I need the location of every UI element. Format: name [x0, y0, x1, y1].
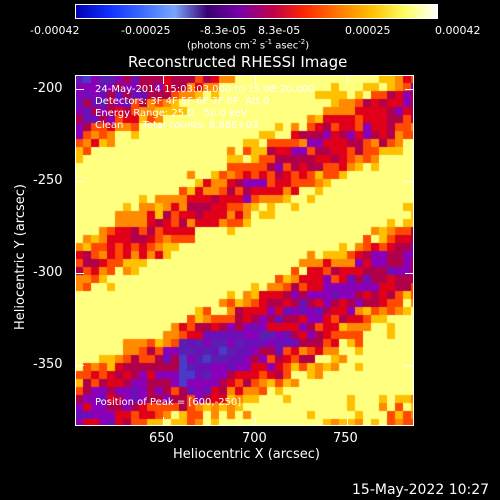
- y-tick-label: -300: [33, 265, 63, 280]
- plot-timestamp: 15-May-2022 10:27: [352, 482, 490, 498]
- y-tick-label: -350: [33, 357, 63, 372]
- peak-position: Position of Peak = [600,-250]: [95, 397, 242, 408]
- colorbar-tick: -0.00025: [121, 24, 171, 37]
- x-tick-label: 650: [149, 431, 174, 446]
- info-clean-counts: Clean Total counts: 8.88E+03: [95, 120, 259, 131]
- colorbar-tick: 8.3e-05: [258, 24, 301, 37]
- info-energy-range: Energy Range: 25.0 - 50.0 keV: [95, 108, 248, 119]
- info-time-range: 24-May-2014 15:03:03.000 to 15:08:20.000: [95, 84, 315, 95]
- y-tick-label: -250: [33, 173, 63, 188]
- colorbar-tick: -0.00042: [30, 24, 80, 37]
- x-tick-label: 750: [333, 431, 358, 446]
- y-tick-label: -200: [33, 81, 63, 96]
- colorbar-tick: 0.00042: [435, 24, 481, 37]
- plot-title: Reconstructed RHESSI Image: [128, 53, 348, 71]
- colorbar-tick: 0.00025: [345, 24, 391, 37]
- colorbar: [75, 4, 438, 19]
- y-axis-label: Heliocentric Y (arcsec): [13, 184, 28, 330]
- x-tick-label: 700: [242, 431, 267, 446]
- colorbar-tick: -8.3e-05: [200, 24, 247, 37]
- x-axis-label: Heliocentric X (arcsec): [173, 447, 320, 462]
- colorbar-unit-label: (photons cm-2 s-1 asec-2): [187, 38, 310, 52]
- info-detectors: Detectors: 3F 4F 5F 6F 7F 8F, Att 0: [95, 96, 270, 107]
